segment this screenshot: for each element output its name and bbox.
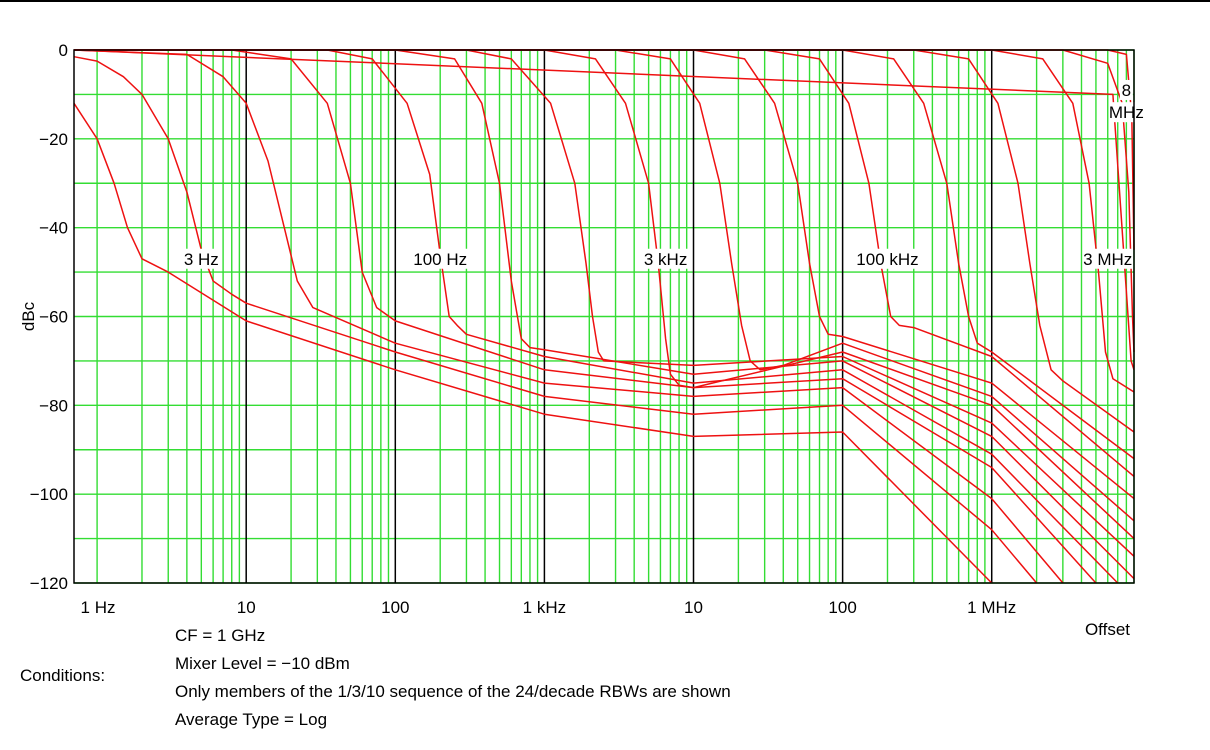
y-tick-label: 0 — [59, 41, 68, 60]
annotation-label: 100 kHz — [856, 250, 918, 269]
annotation-bg — [641, 248, 691, 269]
annotation-bg — [1119, 79, 1133, 100]
annotation-1: 100 Hz — [411, 248, 470, 269]
top-border — [0, 0, 1210, 2]
annotation-bg — [1083, 248, 1133, 269]
annotation-label: 8 — [1122, 81, 1131, 100]
annotation-bg — [853, 248, 921, 269]
annotation-label: 3 Hz — [184, 250, 219, 269]
x-tick-labels: 1 Hz 10 100 1 kHz 10 100 1 MHz — [81, 598, 1017, 617]
series-line-10 — [74, 49, 1135, 477]
series-line-2 — [73, 49, 1064, 584]
y-tick-label: −80 — [39, 396, 68, 415]
annotation-4: 3 MHz — [1083, 248, 1133, 269]
x-tick-label: 1 MHz — [967, 598, 1016, 617]
annotation-2: 3 kHz — [641, 248, 691, 269]
x-tick-label: 100 — [381, 598, 409, 617]
series-line-11 — [74, 49, 1135, 460]
x-tick-label: 1 Hz — [81, 598, 116, 617]
annotation-labels: 3 Hz 100 Hz 3 kHz 100 kHz 3 MHz 8 MHz — [181, 79, 1144, 269]
series-line-15 — [74, 49, 1135, 250]
series-line-9 — [74, 49, 1135, 500]
grid — [74, 49, 1135, 584]
series-line-13 — [74, 49, 1135, 393]
series-line-0 — [73, 102, 993, 584]
annotation-label: 100 Hz — [413, 250, 467, 269]
annotation-6: MHz — [1109, 102, 1144, 123]
decade-lines — [245, 50, 993, 583]
series-line-1 — [73, 55, 1038, 584]
condition-average-type: Average Type = Log — [175, 710, 328, 729]
x-tick-label: 1 kHz — [523, 598, 566, 617]
y-tick-label: −100 — [30, 485, 68, 504]
series-line-12 — [74, 49, 1135, 433]
condition-mixer-level: Mixer Level = −10 dBm — [175, 654, 350, 673]
condition-rbw-sequence: Only members of the 1/3/10 sequence of t… — [175, 682, 731, 701]
annotation-label: MHz — [1109, 103, 1144, 122]
series-line-5 — [74, 49, 1135, 580]
annotation-label: 3 MHz — [1083, 250, 1132, 269]
series-line-16 — [73, 49, 1135, 371]
y-tick-label: −120 — [30, 574, 68, 593]
series-line-6 — [74, 49, 1135, 557]
annotation-bg — [181, 248, 222, 269]
y-tick-label: −60 — [39, 308, 68, 327]
series-line-7 — [74, 49, 1135, 540]
series-line-8 — [74, 49, 1135, 522]
annotation-0: 3 Hz — [181, 248, 222, 269]
x-tick-label: 10 — [684, 598, 703, 617]
x-axis-label: Offset — [1085, 620, 1130, 639]
annotation-3: 100 kHz — [853, 248, 921, 269]
annotation-5: 8 — [1119, 79, 1133, 100]
series-line-4 — [74, 49, 1119, 584]
series-group — [73, 49, 1135, 584]
y-axis-label: dBc — [19, 301, 38, 331]
y-tick-label: −40 — [39, 219, 68, 238]
y-tick-labels: 0 −20 −40 −60 −80 −100 −120 — [30, 41, 68, 593]
x-tick-label: 100 — [828, 598, 856, 617]
condition-cf: CF = 1 GHz — [175, 626, 266, 645]
annotation-label: 3 kHz — [644, 250, 687, 269]
series-line-14 — [74, 49, 1135, 353]
conditions-label: Conditions: — [20, 666, 106, 685]
annotation-bg — [411, 248, 470, 269]
x-tick-label: 10 — [237, 598, 256, 617]
plot-frame — [73, 49, 1135, 584]
y-tick-label: −20 — [39, 130, 68, 149]
